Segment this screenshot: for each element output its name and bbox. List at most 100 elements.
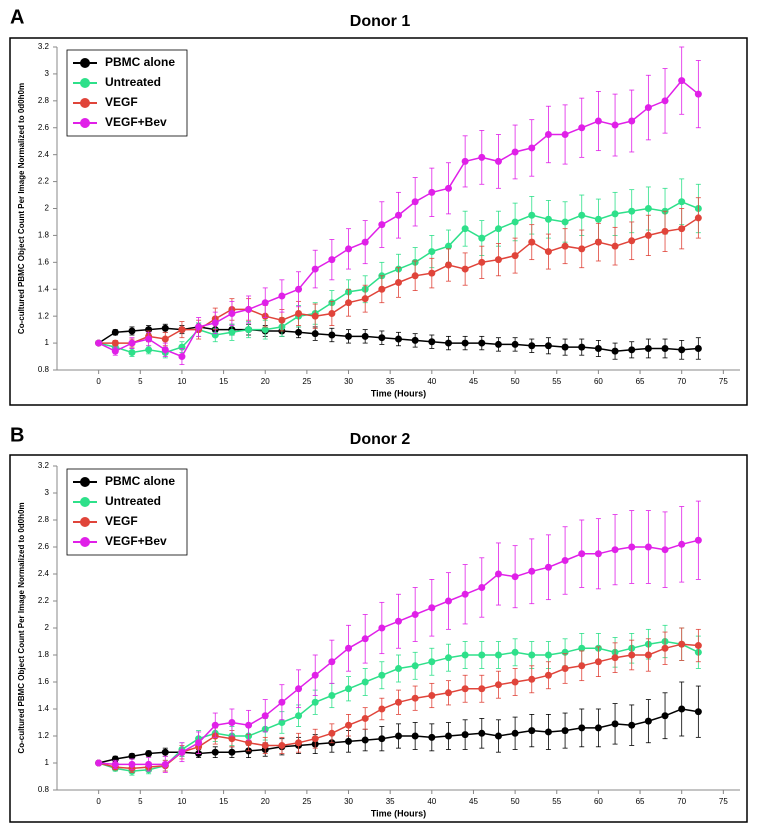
y-tick-label: 2.6 [38,542,50,551]
data-point [444,689,452,697]
data-point [361,678,369,686]
data-point [145,346,153,354]
data-point [528,651,536,659]
legend-label: VEGF [105,95,138,109]
data-point [345,721,353,729]
y-axis-label: Co-cultured PBMC Object Count Per Image … [17,502,26,753]
data-point [428,733,436,741]
data-point [278,741,286,749]
x-tick-label: 75 [719,797,728,806]
y-tick-label: 0.8 [38,785,50,794]
x-tick-label: 5 [138,797,143,806]
data-point [328,331,336,339]
data-point [211,331,219,339]
data-point [295,739,303,747]
y-tick-label: 1.4 [38,704,50,713]
data-point [444,597,452,605]
data-point [278,316,286,324]
data-point [678,77,686,85]
data-point [145,326,153,334]
data-point [511,218,519,226]
data-point [211,721,219,729]
x-tick-label: 45 [469,797,478,806]
x-tick-label: 15 [219,377,228,386]
y-tick-label: 1.2 [38,311,50,320]
data-point [578,211,586,219]
data-point [311,265,319,273]
legend-label: Untreated [105,75,161,89]
y-tick-label: 2.6 [38,123,50,132]
data-point [428,604,436,612]
data-point [228,719,236,726]
legend-marker [80,497,90,507]
data-point [295,309,303,317]
x-tick-label: 20 [261,797,270,806]
data-point [444,184,452,192]
data-point [261,741,269,749]
data-point [561,242,569,250]
data-point [578,644,586,652]
data-point [578,724,586,732]
data-point [361,714,369,722]
data-point [111,347,119,355]
data-point [628,721,636,729]
data-point [345,299,353,307]
legend-marker [80,58,90,68]
data-point [544,651,552,659]
data-point [395,335,402,343]
data-point [295,685,303,693]
data-point [378,624,386,632]
data-point [511,148,519,156]
y-tick-label: 3 [45,488,50,497]
data-point [594,117,602,125]
data-point [528,144,536,152]
x-tick-label: 0 [96,797,101,806]
data-point [544,130,552,138]
data-point [511,729,519,737]
x-tick-label: 70 [677,377,686,386]
legend-marker [80,78,90,88]
data-point [311,312,319,320]
data-point [95,759,103,767]
legend-marker [80,477,90,487]
data-point [478,339,486,347]
x-tick-label: 60 [594,797,603,806]
data-point [395,698,402,706]
data-point [661,227,669,235]
data-point [544,215,552,223]
data-point [395,279,402,287]
data-point [361,332,369,340]
data-point [528,727,536,735]
data-point [278,292,286,300]
data-point [428,188,436,196]
legend-marker [80,537,90,547]
data-point [345,644,353,652]
data-point [678,198,686,206]
data-point [328,256,336,264]
data-point [478,234,486,242]
data-point [461,265,469,273]
y-tick-label: 1 [45,338,50,347]
data-point [145,750,153,758]
data-point [378,221,386,229]
data-point [311,671,319,679]
data-point [594,658,602,666]
data-point [111,760,119,768]
data-point [694,90,702,98]
x-tick-label: 50 [511,377,520,386]
data-point [195,323,203,331]
data-point [245,739,253,747]
y-tick-label: 1.6 [38,257,50,266]
data-point [411,732,419,740]
series [95,322,702,360]
x-tick-label: 60 [594,377,603,386]
data-point [161,760,169,768]
data-point [378,705,386,713]
data-point [411,198,419,206]
data-point [561,727,569,735]
data-point [461,157,469,165]
data-point [611,720,619,728]
x-tick-label: 35 [386,377,395,386]
x-axis-label: Time (Hours) [371,808,426,818]
data-point [528,342,536,350]
